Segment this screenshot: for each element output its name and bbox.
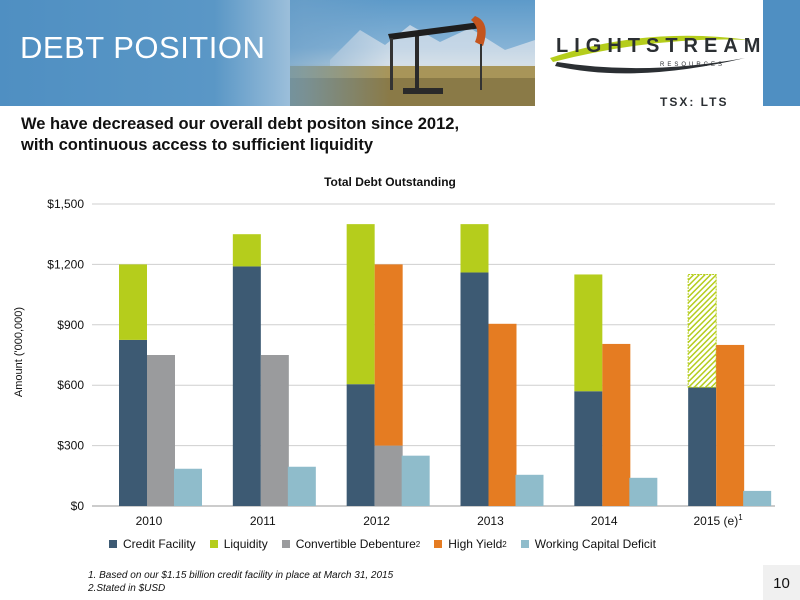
legend-label-liquidity: Liquidity — [223, 537, 268, 551]
bar-working-capital-deficit-4 — [629, 477, 658, 506]
legend-item-working-capital-deficit: Working Capital Deficit — [520, 537, 656, 551]
bar-convertible-debenture-2 — [374, 445, 403, 506]
bar-credit-facility-0 — [119, 339, 147, 506]
bar-working-capital-deficit-2 — [401, 455, 430, 506]
lightstream-logo-swoosh — [550, 35, 750, 74]
legend-item-liquidity: Liquidity — [209, 537, 268, 551]
bar-high-yield-4 — [602, 343, 631, 506]
bar-liquidity-3 — [460, 224, 489, 273]
bar-high-yield-2 — [374, 264, 403, 446]
legend-label-working-capital-deficit: Working Capital Deficit — [534, 537, 656, 551]
y-tick-label: $900 — [57, 318, 84, 332]
bar-working-capital-deficit-5 — [743, 490, 772, 506]
bar-convertible-debenture-1 — [260, 355, 289, 506]
x-tick-superscript: 1 — [738, 513, 743, 522]
chart-legend: Credit Facility Liquidity Convertible De… — [109, 537, 670, 551]
y-axis-ticks: $0 $300 $600 $900 $1,200 $1,500 — [47, 197, 84, 513]
bar-working-capital-deficit-3 — [515, 474, 544, 506]
bar-credit-facility-1 — [232, 266, 261, 506]
legend-label-high-yield: High Yield — [448, 537, 503, 551]
legend-label-convertible-debenture: Convertible Debenture — [295, 537, 416, 551]
legend-swatch-liquidity — [209, 540, 218, 548]
bar-credit-facility-5 — [688, 387, 717, 506]
bar-liquidity-1 — [232, 234, 261, 267]
y-tick-label: $300 — [57, 439, 84, 453]
page-number-box — [763, 565, 800, 600]
x-tick-label: 2014 — [591, 514, 618, 528]
bar-credit-facility-4 — [574, 391, 603, 506]
bar-high-yield-5 — [716, 344, 745, 506]
y-tick-label: $600 — [57, 378, 84, 392]
y-tick-label: $1,500 — [47, 197, 84, 211]
bar-high-yield-3 — [488, 323, 517, 506]
header-right-band — [763, 0, 800, 106]
chart-title: Total Debt Outstanding — [324, 175, 456, 189]
x-axis-ticks: 2010 2011 2012 2013 2014 2015 (e)1 — [136, 513, 744, 528]
bar-working-capital-deficit-1 — [287, 466, 316, 506]
page-title: DEBT POSITION — [20, 30, 266, 65]
bar-credit-facility-3 — [460, 272, 489, 506]
bar-working-capital-deficit-0 — [174, 468, 202, 506]
legend-swatch-credit-facility — [109, 540, 117, 548]
footnotes: 1. Based on our $1.15 billion credit fac… — [88, 569, 393, 595]
ticker-label: TSX: LTS — [660, 95, 729, 109]
bar-liquidity-0 — [119, 264, 147, 340]
legend-swatch-working-capital-deficit — [520, 540, 529, 548]
x-tick-label: 2011 — [250, 514, 276, 528]
y-tick-label: $1,200 — [47, 257, 84, 271]
slide-subtitle: We have decreased our overall debt posit… — [21, 114, 581, 156]
page-number: 10 — [773, 575, 790, 592]
bar-credit-facility-2 — [346, 384, 375, 506]
bar-liquidity-5 — [687, 273, 717, 388]
x-tick-label: 2015 (e)1 — [694, 513, 744, 528]
footnote-2: 2.Stated in $USD — [88, 583, 166, 594]
title-band — [0, 0, 390, 106]
company-logo-subtext: RESOURCES — [660, 62, 726, 68]
subtitle-line-2: with continuous access to sufficient liq… — [21, 136, 374, 154]
x-tick-label: 2012 — [363, 514, 390, 528]
x-tick-label: 2010 — [136, 514, 163, 528]
slide-header — [0, 0, 800, 106]
legend-footnote-marker: 2 — [502, 539, 507, 549]
legend-item-credit-facility: Credit Facility — [109, 537, 196, 551]
chart-bars — [119, 224, 772, 506]
y-tick-label: $0 — [71, 499, 85, 513]
legend-swatch-convertible-debenture — [281, 540, 290, 548]
company-logo-wordmark: LIGHTSTREAM — [556, 35, 767, 57]
legend-swatch-high-yield — [434, 540, 443, 548]
bar-liquidity-2 — [346, 224, 375, 385]
chart-gridlines — [92, 203, 775, 507]
legend-item-convertible-debenture: Convertible Debenture 2 — [281, 537, 421, 551]
legend-footnote-marker: 2 — [415, 539, 421, 549]
legend-item-high-yield: High Yield 2 — [434, 537, 507, 551]
legend-label-credit-facility: Credit Facility — [123, 537, 196, 551]
footnote-1: 1. Based on our $1.15 billion credit fac… — [88, 570, 394, 581]
x-tick-label: 2013 — [477, 514, 504, 528]
bar-liquidity-4 — [574, 274, 603, 392]
bar-convertible-debenture-0 — [147, 355, 175, 506]
subtitle-line-1: We have decreased our overall debt posit… — [21, 115, 460, 133]
